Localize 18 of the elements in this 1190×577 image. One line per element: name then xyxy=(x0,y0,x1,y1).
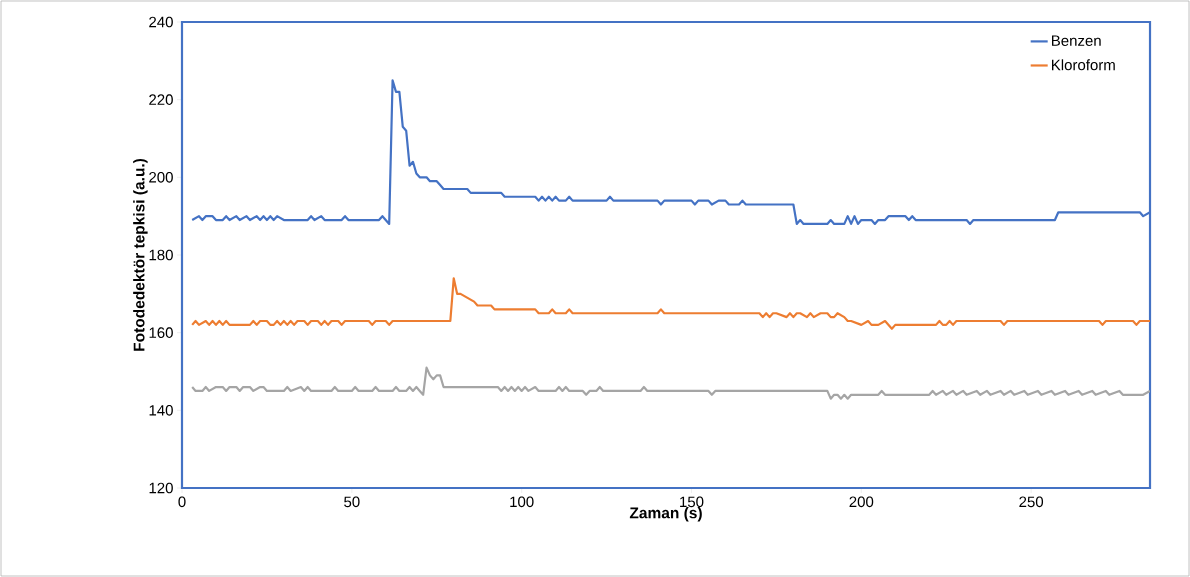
x-tick-label: 50 xyxy=(344,496,360,508)
y-tick-label: 120 xyxy=(149,482,173,494)
x-tick-label: 200 xyxy=(849,496,874,508)
y-tick-label: 240 xyxy=(149,16,173,28)
y-tick-label: 160 xyxy=(149,327,173,338)
legend-label: Benzen xyxy=(1052,35,1101,46)
x-tick-label: 250 xyxy=(1019,496,1044,508)
line-series xyxy=(191,366,1151,400)
y-tick-label: 180 xyxy=(149,249,173,261)
y-axis-title: Fotodedektör tepkisi (a.u.) xyxy=(133,158,148,351)
x-tick-label: 0 xyxy=(178,496,186,508)
x-tick-label: 150 xyxy=(680,496,704,508)
y-tick-label: 140 xyxy=(149,405,173,416)
legend-label: Kloroform xyxy=(1052,59,1115,71)
y-tick-label: 200 xyxy=(149,172,173,183)
x-axis-title: Zaman (s) xyxy=(629,506,702,522)
x-tick-label: 100 xyxy=(510,496,534,508)
y-tick-label: 220 xyxy=(149,94,173,105)
